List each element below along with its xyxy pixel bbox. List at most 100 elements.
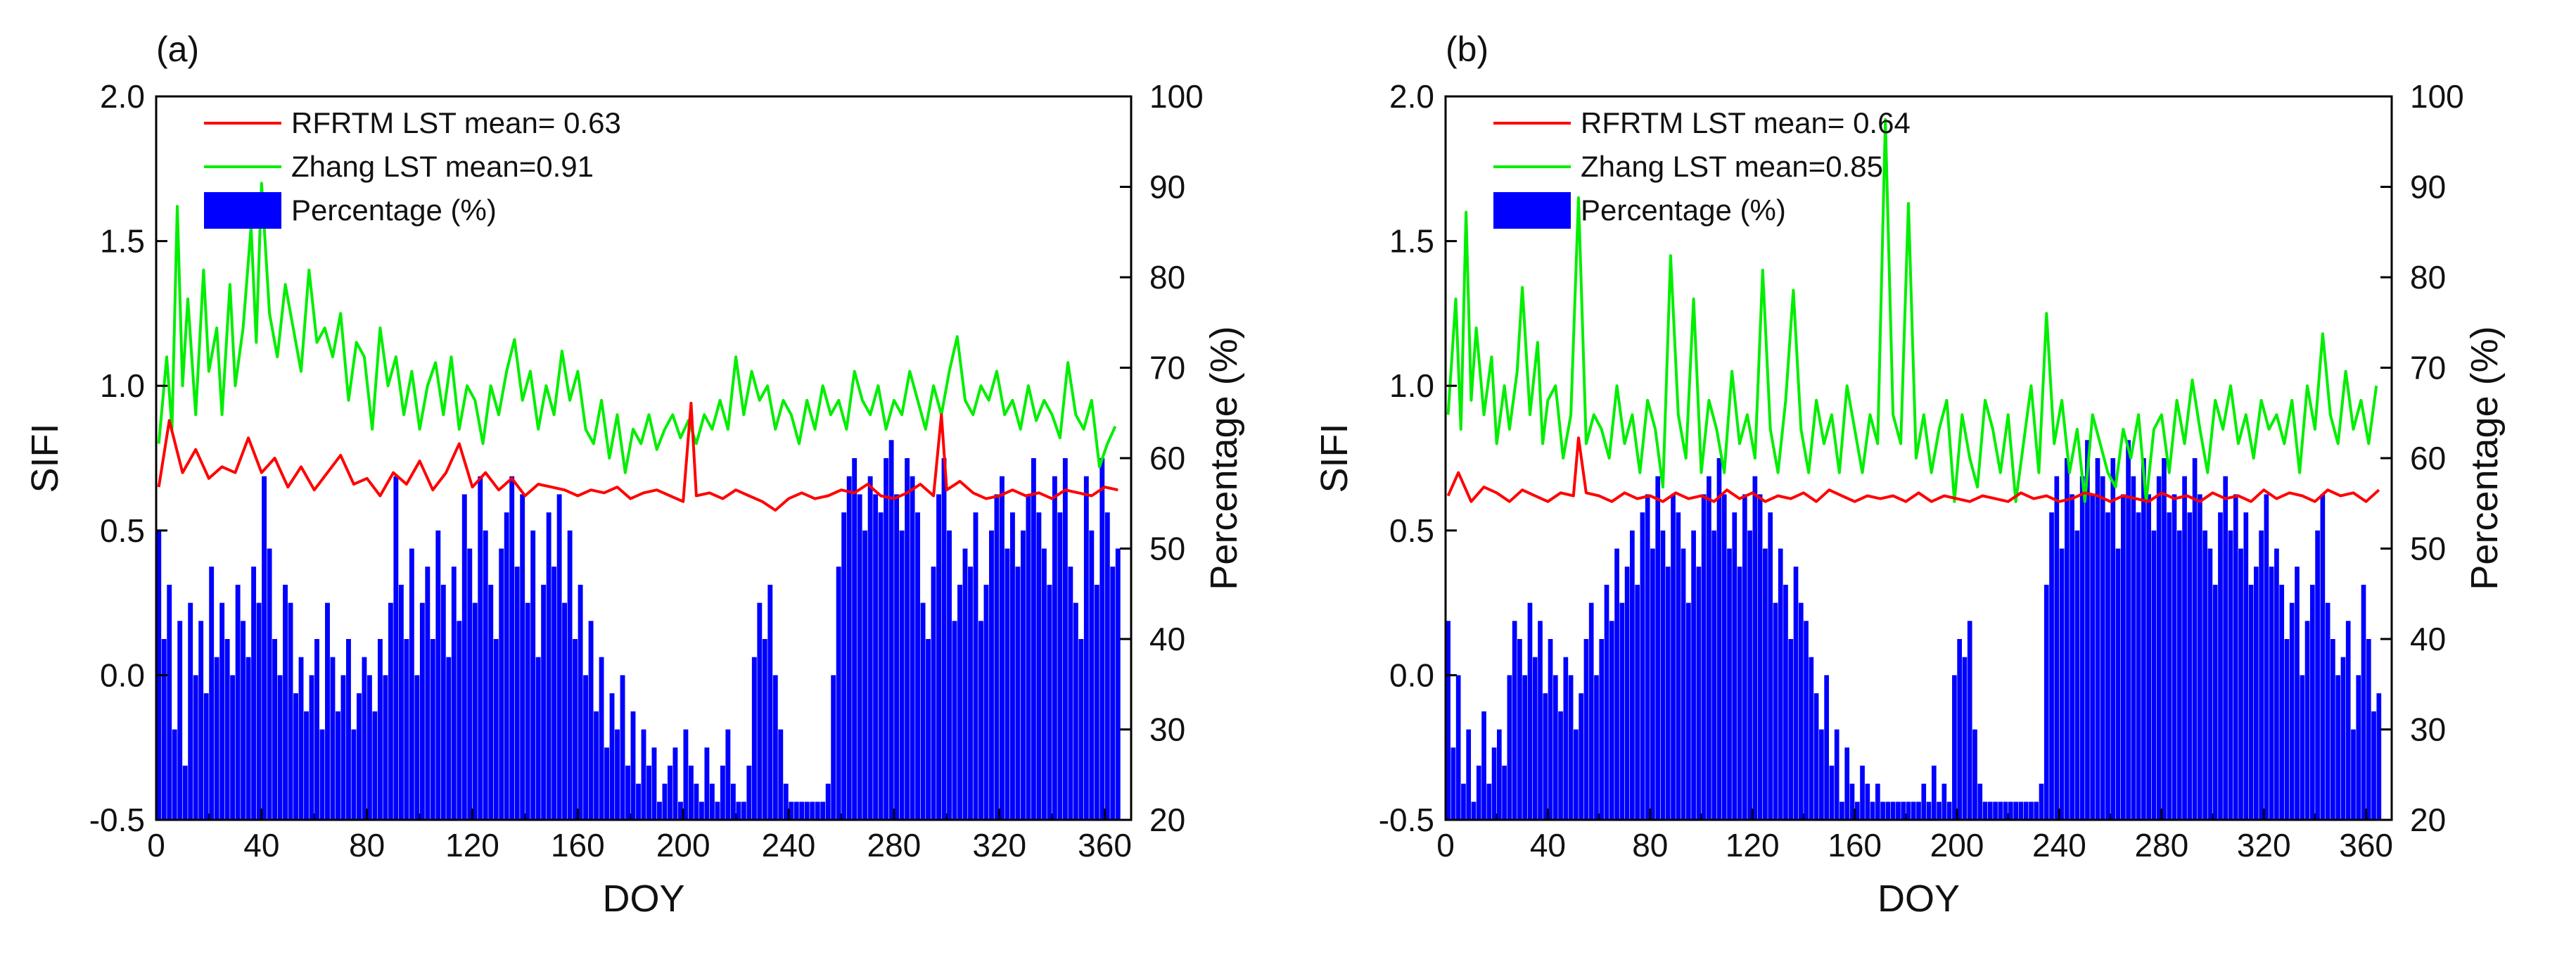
percentage-bar: [1962, 657, 1968, 820]
percentage-bar: [1052, 476, 1057, 820]
percentage-bar: [888, 440, 894, 820]
percentage-bar: [2192, 458, 2198, 820]
percentage-bar: [2156, 476, 2162, 820]
percentage-bar: [1532, 657, 1538, 820]
percentage-bar: [1676, 512, 1681, 820]
percentage-bar: [1773, 602, 1778, 820]
percentage-bar: [2243, 512, 2249, 820]
percentage-bar: [1446, 621, 1450, 820]
percentage-bar: [483, 530, 488, 820]
percentage-bar: [947, 530, 952, 820]
percentage-bar: [1824, 675, 1829, 820]
percentage-bar: [304, 711, 309, 820]
percentage-bar: [214, 657, 219, 820]
percentage-bar: [2074, 530, 2080, 820]
percentage-bar: [862, 530, 868, 820]
percentage-bar: [1768, 512, 1773, 820]
y-tick-label: 0.0: [1389, 657, 1434, 693]
percentage-bar: [2300, 675, 2305, 820]
percentage-bar: [1563, 657, 1569, 820]
percentage-bar: [1982, 802, 1988, 820]
percentage-bars: [156, 440, 1121, 820]
x-tick-label: 200: [656, 827, 710, 864]
percentage-bar: [1574, 729, 1579, 820]
percentage-bar: [541, 584, 547, 820]
percentage-bar: [2162, 458, 2167, 820]
percentage-bar: [2202, 530, 2207, 820]
percentage-bar: [989, 530, 994, 820]
percentage-bar: [562, 602, 568, 820]
percentage-bar: [251, 567, 257, 820]
percentage-bar: [520, 494, 525, 820]
percentage-bar: [2351, 729, 2356, 820]
y-tick-label: -0.5: [1379, 802, 1434, 838]
percentage-bar: [905, 458, 910, 820]
percentage-bar: [873, 494, 879, 820]
percentage-bar: [188, 602, 193, 820]
percentage-bar: [404, 639, 409, 820]
percentage-bar: [715, 802, 720, 820]
percentage-bar: [620, 675, 625, 820]
percentage-bar: [1977, 783, 1983, 820]
percentage-bar: [1020, 530, 1026, 820]
x-tick-label: 0: [1436, 827, 1455, 864]
x-tick-label: 80: [1632, 827, 1668, 864]
percentage-bar: [1691, 530, 1696, 820]
legend: RFRTM LST mean= 0.64 Zhang LST mean=0.85 P…: [1493, 106, 1911, 229]
percentage-bar: [1089, 530, 1095, 820]
percentage-bar: [1604, 584, 1609, 820]
percentage-bars: [1446, 440, 2382, 820]
x-tick-label: 0: [147, 827, 165, 864]
percentage-bar: [457, 621, 462, 820]
percentage-bar: [841, 512, 847, 820]
percentage-bar: [2233, 494, 2238, 820]
y2-axis-label: Percentage (%): [2463, 326, 2506, 590]
percentage-bar: [683, 729, 689, 820]
percentage-bar: [962, 548, 968, 820]
percentage-bar: [1941, 783, 1947, 820]
percentage-bar: [209, 567, 215, 820]
percentage-bar: [2070, 494, 2074, 820]
percentage-bar: [467, 548, 473, 820]
percentage-bar: [1579, 693, 1584, 820]
y2-tick-label: 100: [1149, 78, 1204, 115]
percentage-bar: [1047, 584, 1052, 820]
percentage-bar: [2269, 567, 2274, 820]
percentage-bar: [1009, 512, 1015, 820]
percentage-bar: [926, 639, 931, 820]
x-tick-label: 360: [1078, 827, 1132, 864]
y-tick-label: 1.0: [100, 367, 145, 404]
percentage-bar: [2264, 494, 2269, 820]
legend-percentage-swatch: [204, 192, 281, 229]
percentage-bar: [1829, 765, 1835, 820]
legend-percentage-label: Percentage (%): [1581, 194, 1786, 227]
percentage-bar: [978, 621, 983, 820]
percentage-bar: [1921, 783, 1927, 820]
percentage-bar: [588, 621, 594, 820]
percentage-bar: [1512, 621, 1517, 820]
percentage-bar: [1998, 802, 2003, 820]
percentage-bar: [2079, 476, 2085, 820]
percentage-bar: [1880, 802, 1885, 820]
percentage-bar: [2274, 548, 2279, 820]
percentage-bar: [583, 675, 589, 820]
percentage-bar: [668, 765, 672, 820]
y2-tick-label: 90: [1149, 169, 1185, 205]
percentage-bar: [599, 657, 604, 820]
percentage-bar: [440, 584, 446, 820]
percentage-bar: [778, 729, 784, 820]
rfrtm-lst-line: [1446, 436, 2380, 503]
panel-label: (b): [1446, 30, 1488, 69]
percentage-bar: [894, 494, 900, 820]
percentage-bar: [414, 675, 420, 820]
y2-tick-label: 70: [1149, 350, 1185, 386]
percentage-bar: [2054, 476, 2060, 820]
percentage-bar: [1716, 458, 1722, 820]
percentage-bar: [1527, 602, 1533, 820]
percentage-bar: [2289, 602, 2295, 820]
y-tick-label: 0.0: [100, 657, 145, 693]
y2-tick-label: 30: [1149, 711, 1185, 748]
percentage-bar: [1752, 476, 1758, 820]
percentage-bar: [409, 548, 414, 820]
